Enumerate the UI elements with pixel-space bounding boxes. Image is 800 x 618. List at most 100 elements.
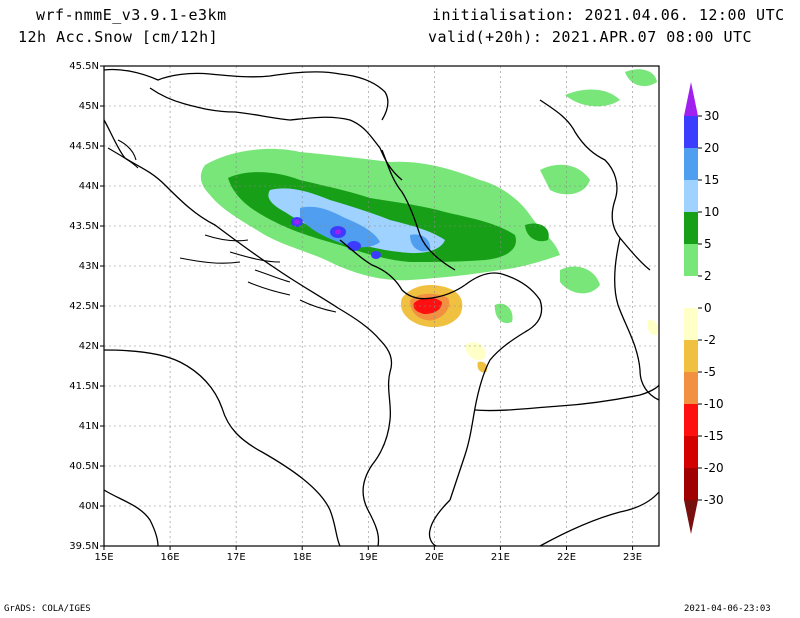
coastlines-borders (103, 68, 660, 547)
aegean-coast (428, 499, 451, 547)
valid-time: valid(+20h): 2021.APR.07 08:00 UTC (428, 28, 753, 46)
island-6 (254, 269, 291, 283)
colorbar-level-label: 30 (704, 109, 719, 123)
lat-tick-label: 40N (79, 501, 99, 512)
colorbar-level-label: -10 (704, 397, 724, 411)
island-4 (179, 257, 241, 264)
lon-tick-label: 20E (425, 552, 444, 563)
border-kosovo (464, 272, 543, 333)
island-1 (107, 147, 139, 169)
lat-tick-label: 41N (79, 421, 99, 432)
lat-tick-label: 43.5N (69, 221, 99, 232)
lat-tick-label: 41.5N (69, 381, 99, 392)
border-serbia-east (539, 99, 651, 271)
melt-area-15 (413, 297, 442, 314)
island-2 (117, 139, 137, 161)
island-8 (299, 299, 337, 313)
lat-tick-label: 42N (79, 341, 99, 352)
border-north (103, 68, 389, 121)
lon-tick-label: 15E (94, 552, 113, 563)
colorbar-top-arrow (684, 82, 698, 116)
snow-peak-2 (335, 229, 341, 235)
colorbar-level-label: -20 (704, 461, 724, 475)
lat-tick-label: 42.5N (69, 301, 99, 312)
border-macedonia-greece (474, 384, 660, 412)
islands (107, 139, 337, 313)
snow-area-2cm-ne (565, 89, 620, 107)
snow-field (200, 69, 658, 373)
colorbar-level-label: -15 (704, 429, 724, 443)
border-albania-macedonia (449, 331, 526, 501)
colorbar-level-label: -5 (704, 365, 716, 379)
lon-tick-label: 18E (293, 552, 312, 563)
snow-peak-1 (294, 219, 300, 225)
snow-area-2cm-east (540, 164, 590, 195)
initialisation-time: initialisation: 2021.04.06. 12:00 UTC (432, 6, 785, 24)
snow-area-5cm-b (525, 223, 549, 242)
colorbar-level-label: 0 (704, 301, 712, 315)
lat-tick-label: 45N (79, 101, 99, 112)
colorbar-segment (684, 436, 698, 468)
italy-coast (103, 349, 341, 547)
snow-area-2cm-s (494, 303, 513, 324)
snow-area-15cm-b (410, 234, 431, 252)
lon-tick-label: 19E (359, 552, 378, 563)
lat-tick-label: 44.5N (69, 141, 99, 152)
adriatic-coast (103, 119, 393, 547)
lat-tick-label: 39.5N (69, 541, 99, 552)
snow-max-3 (347, 241, 361, 251)
colorbar-segment (684, 244, 698, 276)
colorbar-segment (684, 212, 698, 244)
colorbar-segment (684, 148, 698, 180)
colorbar-level-label: 20 (704, 141, 719, 155)
island-7 (247, 281, 291, 296)
snow-area-2cm-ne2 (625, 69, 657, 87)
colorbar-segment (684, 372, 698, 404)
colorbar-level-label: -2 (704, 333, 716, 347)
colorbar-level-label: 10 (704, 205, 719, 219)
colorbar-segment (684, 468, 698, 500)
longitude-axis: 15E 16E 17E 18E 19E 20E 21E 22E 23E (94, 546, 642, 563)
colorbar-level-label: -30 (704, 493, 724, 507)
lat-tick-label: 43N (79, 261, 99, 272)
island-3 (204, 234, 249, 242)
lat-tick-label: 44N (79, 181, 99, 192)
lon-tick-label: 16E (161, 552, 180, 563)
snow-max-4 (371, 251, 381, 259)
border-montenegro (339, 239, 466, 300)
colorbar-level-label: 15 (704, 173, 719, 187)
melt-area-2b (647, 319, 658, 336)
lon-tick-label: 21E (491, 552, 510, 563)
colorbar-segment (684, 116, 698, 148)
colorbar-segment (684, 276, 698, 308)
lat-lon-grid (104, 66, 659, 546)
colorbar-level-label: 5 (704, 237, 712, 251)
colorbar-segment (684, 404, 698, 436)
lon-tick-label: 17E (227, 552, 246, 563)
melt-area-2 (465, 342, 486, 361)
colorbar-segment (684, 308, 698, 340)
border-croatia-bosnia (149, 87, 403, 181)
border-bulgaria (614, 237, 660, 401)
model-title: wrf-nmmE_v3.9.1-e3km (36, 6, 227, 24)
latitude-axis: 45.5N 45N 44.5N 44N 43.5N 43N 42.5N 42N 41.5N 41N… (69, 61, 104, 552)
timestamp-text: 2021-04-06-23:03 (684, 604, 771, 614)
island-5 (229, 251, 281, 263)
colorbar-level-label: 2 (704, 269, 712, 283)
lon-tick-label: 23E (623, 552, 642, 563)
italy-coast-b (103, 489, 159, 547)
colorbar-segment (684, 340, 698, 372)
lon-tick-label: 22E (557, 552, 576, 563)
border-bosnia-serbia (381, 149, 456, 271)
credit-text: GrADS: COLA/IGES (4, 604, 91, 614)
lat-tick-label: 45.5N (69, 61, 99, 72)
greek-coast (539, 491, 660, 547)
snow-area-2cm-se (560, 266, 600, 294)
field-title: 12h Acc.Snow [cm/12h] (18, 28, 219, 46)
colorbar-bottom-arrow (684, 500, 698, 534)
lat-tick-label: 40.5N (69, 461, 99, 472)
colorbar-segment (684, 180, 698, 212)
snow-area-10cm (268, 188, 445, 254)
